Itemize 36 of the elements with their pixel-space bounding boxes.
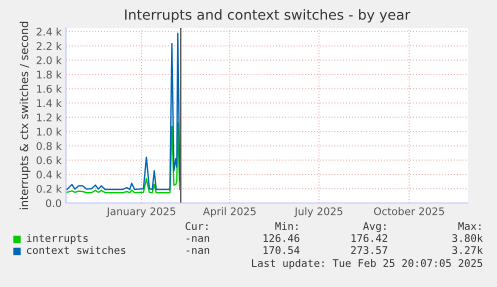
text: 170.54 — [264, 246, 300, 254]
y-tick-label: 0.0 — [46, 199, 62, 208]
y-axis-title: interrupts & ctx switches / second — [20, 22, 30, 210]
x-tick-label: October 2025 — [374, 207, 444, 216]
text: 126.46 — [264, 234, 300, 242]
line-series — [66, 122, 182, 194]
y-tick-label: 0.6 k — [36, 156, 62, 164]
y-tick-label: 0.4 k — [36, 170, 62, 179]
y-tick-label: 2.0 k — [36, 56, 62, 64]
x-tick-label: April 2025 — [203, 207, 256, 218]
text: 176.42 — [352, 234, 388, 242]
text: 3.27k — [452, 246, 483, 254]
text: Max: — [458, 222, 480, 230]
y-tick-label: 0.2 k — [36, 184, 62, 193]
text: 273.57 — [351, 246, 388, 254]
line-series — [66, 32, 182, 190]
legend-label: interrupts — [26, 234, 88, 244]
y-tick-label: 2.4 k — [36, 28, 62, 36]
text: -nan — [186, 248, 210, 254]
y-tick-label: 1.0 k — [37, 128, 62, 136]
text: Last update: Tue Feb 25 20:07:05 2025 — [252, 258, 482, 270]
y-tick-label: 1.2 k — [37, 113, 62, 122]
text: Cur: — [186, 222, 208, 230]
text: Avg: — [363, 222, 386, 232]
y-tick-label: 1.6 k — [37, 84, 62, 93]
text: Min: — [275, 222, 298, 230]
x-tick-label: January 2025 — [106, 207, 176, 218]
y-tick-label: 2.2 k — [36, 42, 62, 50]
text: 3.80k — [452, 234, 483, 242]
chart-title: Interrupts and context switches - by year — [125, 9, 410, 23]
legend-label: context switches — [26, 246, 126, 254]
y-tick-label: 1.4 k — [37, 99, 62, 107]
y-tick-label: 0.8 k — [36, 142, 62, 150]
x-tick-label: July 2025 — [294, 207, 342, 218]
text: -nan — [186, 236, 210, 242]
y-tick-label: 1.8 k — [37, 70, 62, 79]
